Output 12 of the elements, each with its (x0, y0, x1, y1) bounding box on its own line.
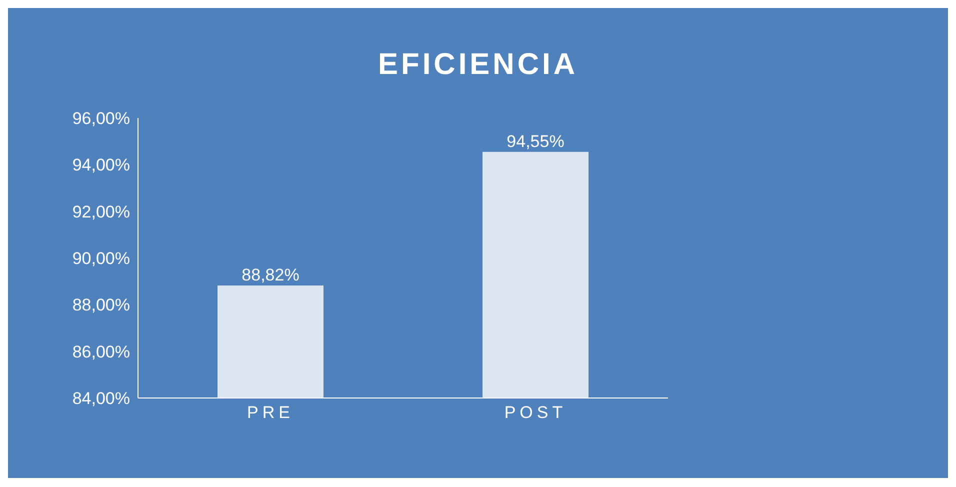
y-tick-label: 96,00% (72, 109, 130, 128)
y-tick-label: 88,00% (72, 296, 130, 315)
y-tick-label: 90,00% (72, 249, 130, 268)
x-tick-label: POST (504, 403, 567, 422)
y-tick-label: 92,00% (72, 202, 130, 222)
data-label: 88,82% (242, 266, 300, 285)
y-tick-label: 86,00% (72, 342, 130, 362)
chart-title: EFICIENCIA (376, 47, 579, 83)
x-tick-label: PRE (247, 403, 294, 422)
y-tick-label: 94,00% (72, 156, 130, 175)
y-tick-label: 84,00% (72, 389, 130, 408)
data-label: 94,55% (506, 132, 564, 151)
